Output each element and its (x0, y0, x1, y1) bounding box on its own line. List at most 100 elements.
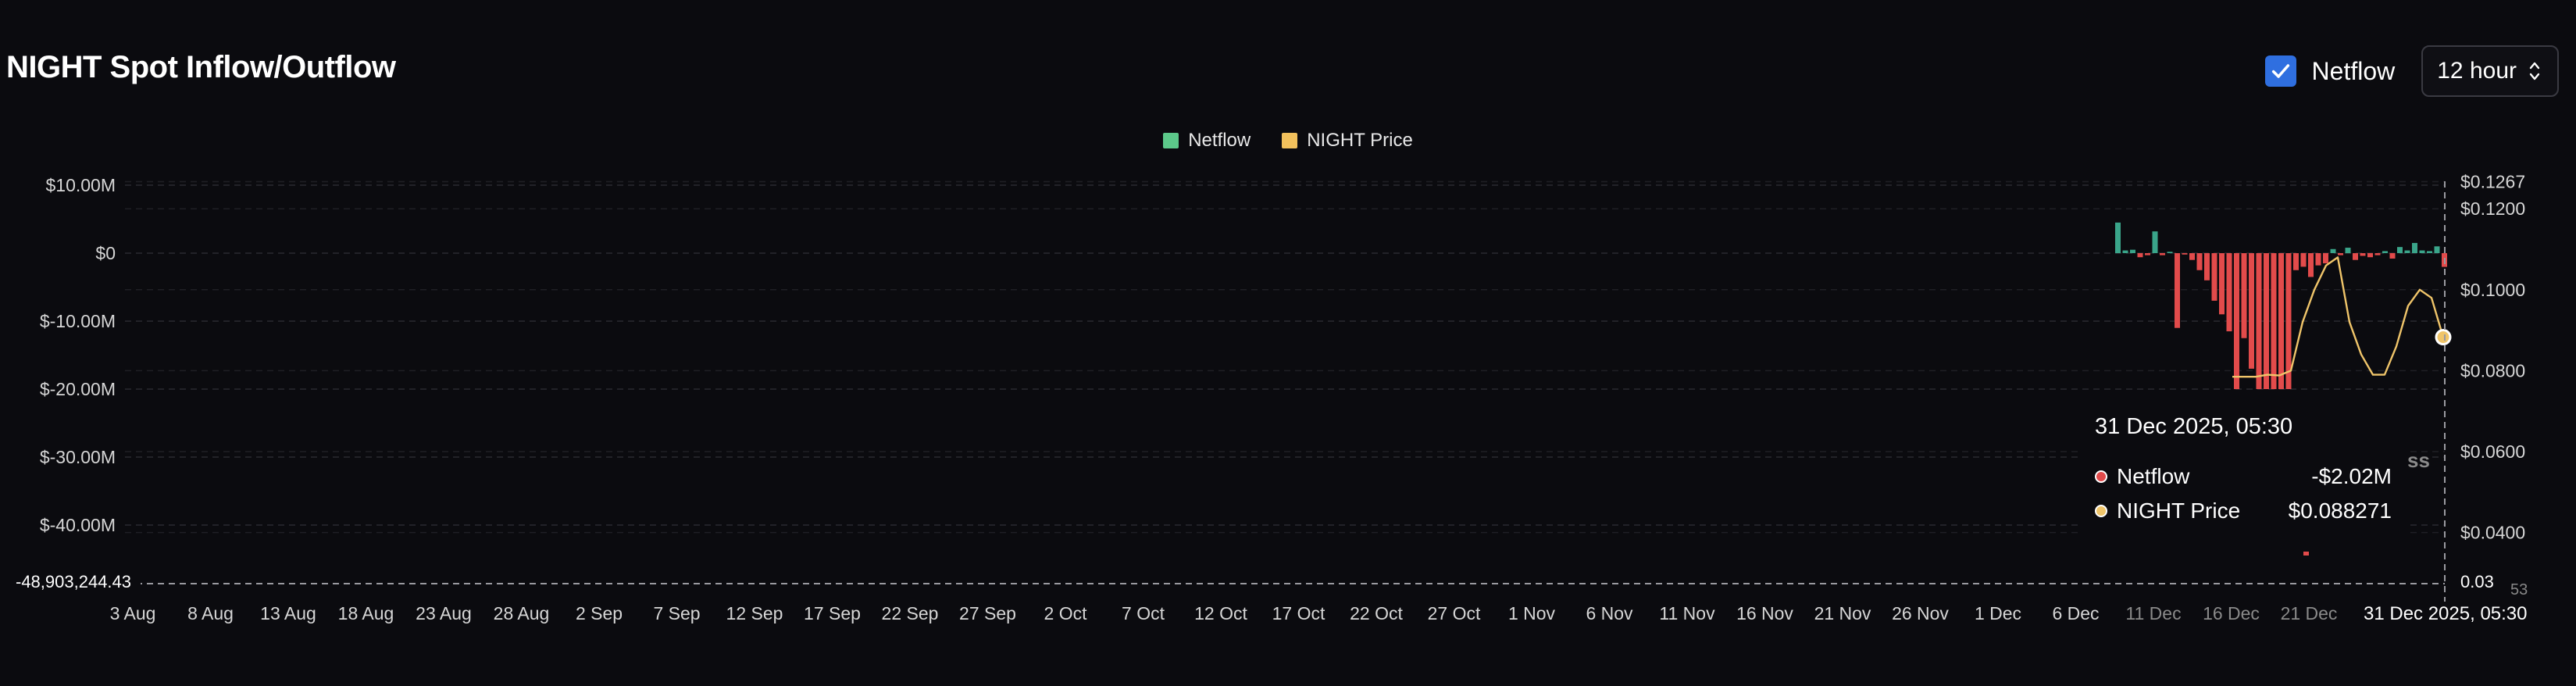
x-tick-label-16: 22 Oct (1350, 603, 1403, 623)
chart-grid (125, 180, 2445, 584)
left-tick-label-1: $0 (95, 243, 116, 263)
netflow-bar-29 (2330, 248, 2336, 253)
x-tick-label-17: 27 Oct (1428, 603, 1481, 623)
x-tick-label-24: 1 Dec (1975, 603, 2021, 623)
tooltip-value-price: $0.088271 (2288, 498, 2392, 523)
netflow-bar-34 (2367, 253, 2373, 258)
legend-item-netflow[interactable]: Netflow (1163, 130, 1251, 152)
netflow-bar-18 (2249, 253, 2254, 369)
netflow-bar-6 (2160, 253, 2165, 255)
netflow-bar-16 (2234, 253, 2239, 389)
netflow-bar-3 (2137, 253, 2143, 258)
x-tick-label-20: 11 Nov (1659, 603, 1715, 623)
netflow-bar-17 (2241, 253, 2247, 338)
watermark-fragment: ss (2407, 448, 2430, 472)
netflow-bar-43 (2434, 246, 2440, 253)
netflow-bar-40 (2412, 242, 2417, 253)
netflow-bar-22 (2278, 253, 2284, 389)
netflow-bar-36 (2382, 251, 2388, 253)
tooltip-date: 31 Dec 2025, 05:30 (2095, 414, 2293, 439)
crosshair-right-extra: 53 (2510, 581, 2528, 598)
x-tick-label-23: 26 Nov (1892, 603, 1949, 623)
chart-legend: Netflow NIGHT Price (0, 130, 2576, 152)
left-tick-label-2: $-10.00M (40, 311, 116, 331)
crosshair-right-value: 0.03 (2460, 572, 2494, 591)
tooltip-dot-netflow (2095, 470, 2107, 483)
left-tick-label-0: $10.00M (45, 175, 116, 195)
chevron-up-down-icon (2529, 61, 2540, 81)
netflow-bar-4 (2145, 253, 2150, 255)
x-tick-label-22: 21 Nov (1814, 603, 1871, 623)
netflow-bar-9 (2182, 253, 2188, 255)
netflow-bar-24 (2293, 253, 2299, 270)
legend-swatch-netflow (1163, 133, 1179, 148)
legend-item-price[interactable]: NIGHT Price (1282, 130, 1413, 152)
netflow-bar-2 (2130, 249, 2135, 253)
legend-label-netflow: Netflow (1188, 130, 1251, 151)
interval-select-value: 12 hour (2437, 58, 2517, 84)
legend-swatch-price (1282, 133, 1298, 148)
x-tick-label-9: 17 Sep (804, 603, 861, 623)
netflow-bar-37 (2389, 253, 2396, 259)
netflow-bar-27 (2315, 253, 2321, 266)
page-title: NIGHT Spot Inflow/Outflow (6, 50, 396, 84)
netflow-bar-13 (2211, 253, 2217, 301)
checkmark-icon (2271, 64, 2289, 78)
netflow-bar-0 (2115, 222, 2121, 253)
netflow-bar-35 (2374, 253, 2381, 255)
right-tick-label-0: $0.1267 (2460, 171, 2525, 191)
left-tick-label-4: $-30.00M (40, 447, 116, 467)
left-axis-ticks: $10.00M $0 $-10.00M $-20.00M $-30.00M $-40.00… (40, 175, 116, 535)
netflow-checkbox[interactable] (2264, 55, 2296, 87)
right-tick-label-1: $0.1200 (2460, 198, 2525, 219)
crosshair-date-label: 31 Dec 2025, 05:30 (2357, 602, 2534, 627)
netflow-bar-7 (2167, 252, 2173, 253)
netflow-bar-41 (2419, 250, 2425, 253)
x-tick-label-11: 27 Sep (959, 603, 1016, 623)
left-tick-label-5: $-40.00M (40, 515, 116, 535)
right-tick-label-2: $0.1000 (2460, 280, 2525, 300)
x-axis-ticks: 3 Aug 8 Aug 13 Aug 18 Aug 23 Aug 28 Aug 2 Sep 7… (110, 603, 2392, 623)
tooltip-dot-price (2095, 505, 2107, 517)
netflow-bar-14 (2219, 253, 2225, 315)
netflow-bar-11 (2196, 253, 2203, 270)
netflow-bar-42 (2427, 251, 2432, 253)
x-tick-label-19: 6 Nov (1586, 603, 1633, 623)
x-tick-label-2: 13 Aug (260, 603, 316, 623)
chart-tooltip: 31 Dec 2025, 05:30 Netflow -$2.02M NIGHT… (2079, 397, 2407, 538)
x-tick-label-1: 8 Aug (187, 603, 234, 623)
x-tick-label-14: 12 Oct (1194, 603, 1247, 623)
right-tick-label-4: $0.0600 (2460, 441, 2525, 462)
netflow-outlier-mark (2303, 552, 2309, 556)
x-tick-label-18: 1 Nov (1508, 603, 1556, 623)
netflow-bar-8 (2175, 253, 2180, 328)
x-tick-label-0: 3 Aug (110, 603, 156, 623)
interval-select[interactable]: 12 hour (2421, 45, 2559, 97)
x-tick-label-27: 16 Dec (2203, 603, 2260, 623)
netflow-bar-25 (2300, 253, 2307, 267)
netflow-bar-19 (2256, 253, 2262, 389)
netflow-toggle-label[interactable]: Netflow (2311, 56, 2396, 85)
netflow-bar-1 (2122, 250, 2128, 253)
chart-controls: Netflow 12 hour (2264, 45, 2559, 97)
price-hover-point (2435, 329, 2452, 346)
x-tick-label-6: 2 Sep (576, 603, 623, 623)
tooltip-row-netflow: Netflow -$2.02M (2095, 464, 2392, 489)
netflow-bar-28 (2323, 253, 2328, 264)
tooltip-name-price: NIGHT Price (2117, 498, 2241, 523)
price-series (2232, 256, 2452, 378)
x-tick-label-3: 18 Aug (338, 603, 394, 623)
left-tick-label-3: $-20.00M (40, 379, 116, 399)
x-tick-label-13: 7 Oct (1122, 603, 1165, 623)
x-tick-label-7: 7 Sep (653, 603, 700, 623)
x-tick-label-10: 22 Sep (882, 603, 939, 623)
netflow-bar-39 (2404, 250, 2410, 253)
x-tick-label-26: 11 Dec (2125, 603, 2181, 623)
netflow-bars (2115, 222, 2447, 556)
netflow-bar-26 (2308, 253, 2314, 277)
netflow-bar-21 (2271, 253, 2277, 389)
x-tick-label-8: 12 Sep (726, 603, 783, 623)
x-tick-label-5: 28 Aug (494, 603, 550, 623)
x-tick-label-12: 2 Oct (1044, 603, 1088, 623)
